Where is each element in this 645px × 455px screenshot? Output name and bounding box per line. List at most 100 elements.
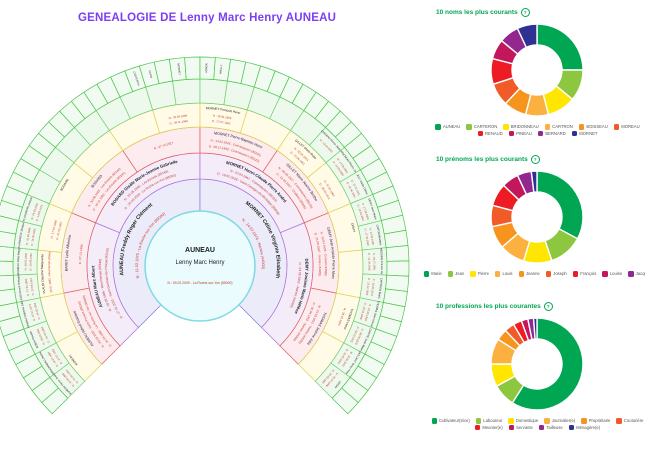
legend-item[interactable]: RENAUD	[477, 130, 503, 136]
legend-item[interactable]: Laboureur	[475, 418, 502, 424]
legend-color-chip	[466, 124, 472, 130]
fan-person-text: THOMAS Victor	[343, 308, 354, 330]
legend-color-chip	[571, 130, 578, 136]
legend-item[interactable]: CARTERON	[466, 124, 497, 130]
legend-label: Ménagère(e)	[576, 424, 601, 430]
fan-person-text: N : 18.04.1898	[213, 114, 232, 121]
fan-person-text: AUNEAU	[68, 354, 79, 367]
info-icon[interactable]: ?	[520, 8, 530, 17]
legend-item[interactable]: Louise	[602, 271, 622, 277]
legend-label: Couturière	[623, 418, 644, 424]
legend-color-chip	[508, 130, 515, 136]
legend-item[interactable]: Jeanne	[518, 271, 540, 277]
legend-item[interactable]: Louis	[494, 271, 513, 277]
legend-item[interactable]: PINEAU	[508, 130, 532, 136]
fan-person-text: MAILLY	[218, 64, 223, 74]
legend-color-chip	[581, 418, 587, 424]
legend-item[interactable]: Jacques	[628, 271, 645, 277]
center-surname: AUNEAU	[185, 247, 215, 254]
legend-item[interactable]: Pierre	[470, 271, 489, 277]
fan-sector-gen6[interactable]	[385, 245, 410, 262]
legend-item[interactable]: BERNARD	[537, 130, 566, 136]
legend-label: Louis	[502, 271, 513, 277]
legend-item[interactable]: François	[572, 271, 597, 277]
fan-person-text: D : 21.09.1987 - Nantes (44000)	[313, 232, 322, 276]
fan-person-text: N : 01.06.1899	[25, 227, 32, 245]
legend-label: Jeanne	[526, 271, 540, 277]
fan-sector-gen6[interactable]	[184, 56, 201, 80]
fan-person-text: D : 22.06.1914	[29, 277, 35, 295]
fan-person-text: FLANDROIS Joseph	[22, 196, 34, 221]
legend-item[interactable]: Journalier(e)	[544, 418, 575, 424]
fan-sector-gen6[interactable]	[331, 387, 359, 415]
legend-item[interactable]: BRIDONNEAU	[503, 124, 539, 130]
legend-row: Meunier(e) Servante Tailleuse Ménagère(e)	[474, 424, 601, 430]
legend-color-chip	[475, 418, 482, 424]
donut-slice-unlabeled[interactable]	[530, 170, 538, 193]
fan-person-text: DEMY	[350, 223, 356, 233]
legend-color-chip	[544, 124, 551, 130]
legend-label: MORNET	[579, 130, 598, 136]
legend-item[interactable]: AUNEAU	[435, 124, 460, 130]
fan-person-text: LEGAY	[333, 380, 342, 389]
info-icon[interactable]: ?	[530, 155, 540, 164]
fan-person-text: N : 17.04.1890	[24, 278, 30, 296]
legend-label: François	[580, 271, 597, 277]
fan-sector-gen6[interactable]	[0, 260, 14, 277]
legend-label: Tailleuse	[546, 424, 563, 430]
info-icon[interactable]: ?	[543, 302, 553, 311]
fan-person-text: CARTRON Marie	[377, 278, 384, 300]
fan-person-text: N : 27.04.1903	[361, 202, 370, 220]
legend-item[interactable]: Tailleuse	[538, 424, 563, 430]
legend-item[interactable]: Propriétaire	[581, 418, 610, 424]
legend-row: Marie Jean Pierre Louis Jeanne Joseph François…	[423, 271, 645, 277]
legend-label: Jean	[455, 271, 465, 277]
fan-person-text: N : 29.03.1891	[35, 327, 46, 345]
chart-title: 10 prénoms les plus courants?	[436, 155, 645, 164]
legend-item[interactable]: MOREAU	[613, 124, 640, 130]
legend-label: Servante	[516, 424, 533, 430]
legend-label: CARTRON	[552, 124, 573, 130]
fan-person-text: CARTRON Marie	[375, 224, 382, 246]
legend-item[interactable]: Marie	[423, 271, 442, 277]
legend-item[interactable]: BOISSEAU	[578, 124, 608, 130]
legend-label: Meunier(e)	[482, 424, 503, 430]
legend-color-chip	[616, 418, 622, 424]
center-birth-date: N : 09.02.2009 - La Roche-sur-Yon (85000…	[167, 281, 232, 285]
legend-row: Cultivateur(trice) Laboureur Domestique Jou…	[431, 418, 643, 424]
fan-person-text: ADRON	[204, 63, 208, 73]
legend-item[interactable]: Jean	[447, 271, 465, 277]
fan-person-text: N : 14.04.1926 - Corsept (44560)	[319, 231, 328, 276]
fan-center-person[interactable]	[144, 210, 256, 322]
fan-sector-gen4[interactable]	[335, 249, 364, 299]
legend-item[interactable]: Joseph	[545, 271, 567, 277]
fan-sector-gen5[interactable]	[199, 78, 228, 106]
legend-item[interactable]: Servante	[508, 424, 533, 430]
legend-color-chip	[628, 271, 634, 277]
donut-chart	[490, 23, 584, 117]
fan-sector-gen6[interactable]	[386, 260, 410, 277]
fan-sector-gen6[interactable]	[0, 274, 15, 292]
fan-sector-gen5[interactable]	[172, 78, 201, 106]
donut-slice-AUNEAU[interactable]	[536, 23, 584, 71]
donut-slice-MORNET[interactable]	[516, 23, 538, 49]
legend-item[interactable]: CARTRON	[544, 124, 573, 130]
legend-item[interactable]: MORNET	[571, 130, 598, 136]
legend-item[interactable]: Domestique	[508, 418, 538, 424]
legend-item[interactable]: Meunier(e)	[474, 424, 503, 430]
legend-item[interactable]: Couturière	[616, 418, 643, 424]
legend-item[interactable]: Cultivateur(trice)	[431, 418, 470, 424]
fan-person-text: FLANDROIS Jacques	[17, 221, 26, 248]
fan-person-text: D : 22.11.1950	[365, 278, 371, 296]
fan-sector-gen6[interactable]	[0, 245, 15, 262]
fan-person-text: THOMAS Jean Honoré	[369, 301, 380, 329]
legend-label: CARTERON	[473, 124, 498, 130]
chart-legend: Cultivateur(trice) Laboureur Domestique Jou…	[430, 418, 645, 430]
donut-slice-Ménagère(e)[interactable]	[532, 317, 538, 340]
donut-chart	[490, 317, 584, 411]
donut-slice-Cultivateur(trice)[interactable]	[511, 317, 584, 411]
fan-person-text: N : 25.02.1904	[364, 304, 373, 322]
legend-item[interactable]: Ménagère(e)	[568, 424, 601, 430]
